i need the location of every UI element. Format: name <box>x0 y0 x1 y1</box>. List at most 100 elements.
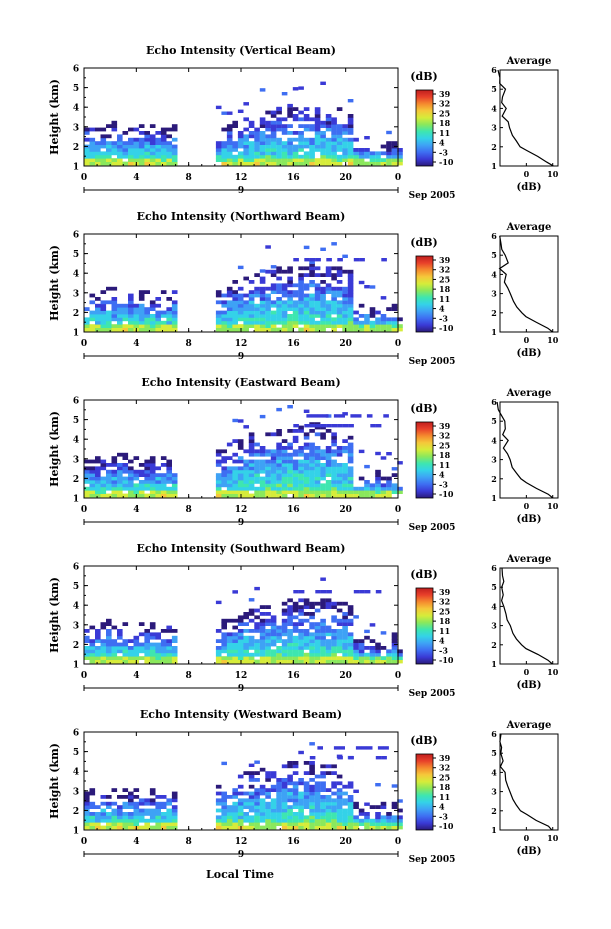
heatmap-cell <box>375 324 381 328</box>
heatmap-cell <box>347 781 354 786</box>
heatmap-cell <box>243 148 249 152</box>
heatmap-cell <box>292 439 299 443</box>
x-tick-label: 12 <box>235 837 248 847</box>
heatmap-cell <box>337 756 343 760</box>
heatmap-cell <box>254 608 260 613</box>
heatmap-cell <box>309 761 315 765</box>
heatmap-cell <box>243 476 249 481</box>
heatmap-cell <box>375 486 381 491</box>
heatmap-cell <box>117 476 123 481</box>
heatmap-cell <box>149 788 156 792</box>
heatmap-cell <box>281 618 288 623</box>
x-tick-label: 8 <box>186 837 192 847</box>
heatmap-cell <box>347 812 354 816</box>
heatmap-cell <box>265 825 271 830</box>
x-tick-label: 0 <box>81 837 87 847</box>
heatmap-cell <box>309 656 315 660</box>
heatmap-cell <box>171 629 178 633</box>
heatmap-cell <box>292 449 299 454</box>
heatmap-cell <box>298 320 304 325</box>
heatmap-cell <box>111 476 118 481</box>
heatmap-cell <box>122 812 129 816</box>
heatmap-cell <box>298 148 304 152</box>
heatmap-cell <box>325 656 332 660</box>
heatmap-cell <box>254 161 260 166</box>
heatmap-cell <box>303 798 310 803</box>
heatmap-cell <box>106 154 112 159</box>
heatmap-cell <box>331 307 337 311</box>
heatmap-cell <box>265 778 271 782</box>
heatmap-cell <box>276 106 282 111</box>
date-label: Sep 2005 <box>409 689 456 699</box>
heatmap-cell <box>226 486 233 491</box>
heatmap-cell <box>122 151 129 156</box>
heatmap-cell <box>342 469 348 474</box>
heatmap-cell <box>221 459 227 464</box>
heatmap-cell <box>292 452 299 457</box>
heatmap-cell <box>322 414 329 418</box>
heatmap-cell <box>336 161 343 166</box>
heatmap-cell <box>226 656 233 660</box>
heatmap-cell <box>331 632 337 637</box>
heatmap-cell <box>386 151 392 156</box>
heatmap-cell <box>325 798 332 803</box>
colorbar-tick-label: 32 <box>439 431 450 441</box>
heatmap-cell <box>138 649 145 654</box>
heatmap-cell <box>358 148 365 152</box>
heatmap-cell <box>287 466 293 471</box>
heatmap-cell <box>149 656 156 660</box>
heatmap-cell <box>122 452 129 457</box>
heatmap-cell <box>276 778 282 782</box>
heatmap-cell <box>331 801 337 806</box>
heatmap-cell <box>254 622 260 626</box>
heatmap-cell <box>144 818 150 823</box>
heatmap-cell <box>355 746 362 750</box>
heatmap-cell <box>339 746 345 750</box>
heatmap-cell <box>292 324 299 328</box>
heatmap-cell <box>325 493 332 498</box>
heatmap-cell <box>347 622 354 626</box>
heatmap-cell <box>221 111 227 115</box>
heatmap-cell <box>215 493 222 498</box>
heatmap-cell <box>166 480 172 484</box>
heatmap-cell <box>336 801 343 806</box>
heatmap-cell <box>276 449 282 454</box>
heatmap-cell <box>171 649 178 654</box>
heatmap-cell <box>281 449 288 454</box>
heatmap-cell <box>309 124 315 128</box>
heatmap-cell <box>320 625 326 630</box>
x-tick-label: 0 <box>81 339 87 349</box>
heatmap-cell <box>281 625 288 630</box>
heatmap-cell <box>353 825 359 830</box>
heatmap-cell <box>106 158 112 162</box>
heatmap-cell <box>287 151 293 156</box>
heatmap-cell <box>391 303 398 308</box>
heatmap-cell <box>133 483 140 488</box>
heatmap-cell <box>149 124 156 128</box>
heatmap-cell <box>342 812 348 816</box>
heatmap-cell <box>347 273 354 277</box>
heatmap-cell <box>314 131 321 135</box>
heatmap-cell <box>380 483 387 488</box>
heatmap-cell <box>304 424 310 428</box>
heatmap-cell <box>336 466 343 471</box>
heatmap-cell <box>369 314 376 318</box>
heatmap-cell <box>298 815 304 820</box>
heatmap-cell <box>144 639 150 643</box>
heatmap-cell <box>287 124 293 128</box>
heatmap-cell <box>292 625 299 630</box>
colorbar-tick-label: -3 <box>439 313 448 323</box>
average-y-tick-label: 3 <box>491 621 497 631</box>
heatmap-cell <box>336 324 343 328</box>
heatmap-cell <box>314 425 321 430</box>
heatmap-cell <box>342 151 348 156</box>
heatmap-cell <box>331 131 337 135</box>
heatmap-cell <box>144 151 150 156</box>
average-y-tick-label: 1 <box>491 327 497 337</box>
heatmap-cell <box>138 483 145 488</box>
colorbar-tick-label: 4 <box>439 470 445 480</box>
colorbar-tick-label: 25 <box>439 440 450 450</box>
heatmap-cell <box>397 649 403 654</box>
heatmap-cell <box>331 432 337 437</box>
heatmap-cell <box>254 646 260 650</box>
